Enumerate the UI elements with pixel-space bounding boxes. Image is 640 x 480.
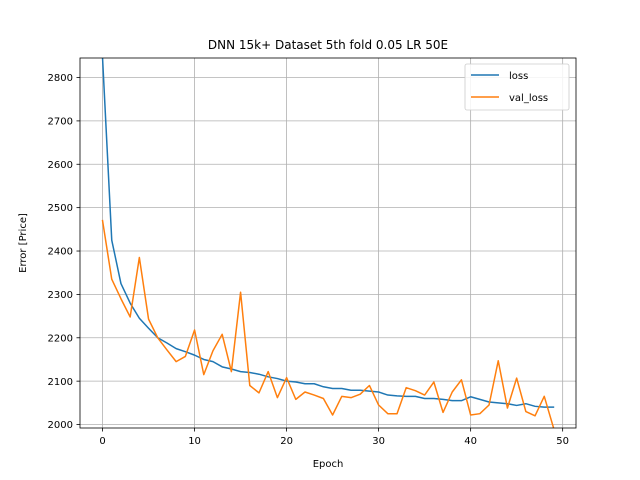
x-tick-label: 0	[99, 436, 105, 447]
x-axis-ticks: 0 10 20 30 40 50	[99, 428, 569, 447]
y-tick-label: 2100	[48, 377, 73, 388]
legend-label-val-loss: val_loss	[509, 93, 548, 104]
y-tick-label: 2700	[48, 116, 73, 127]
x-tick-label: 20	[280, 436, 293, 447]
y-tick-label: 2600	[48, 160, 73, 171]
y-axis-label: Error [Price]	[18, 213, 29, 273]
y-axis-ticks: 2000 2100 2200 2300 2400 2500 2600 2700 2800	[48, 73, 80, 431]
x-tick-label: 50	[556, 436, 569, 447]
y-tick-label: 2400	[48, 247, 73, 258]
chart-title: DNN 15k+ Dataset 5th fold 0.05 LR 50E	[208, 38, 448, 52]
series-line-loss	[101, 58, 555, 408]
y-tick-label: 2200	[48, 333, 73, 344]
y-tick-label: 2000	[48, 420, 73, 431]
x-tick-label: 30	[372, 436, 385, 447]
legend: loss val_loss	[464, 63, 570, 111]
series-line-val-loss	[101, 219, 555, 428]
x-axis-label: Epoch	[313, 459, 344, 470]
y-tick-label: 2500	[48, 203, 73, 214]
x-tick-label: 40	[464, 436, 477, 447]
x-tick-label: 10	[188, 436, 201, 447]
series-layer	[101, 58, 555, 428]
y-tick-label: 2800	[48, 73, 73, 84]
plot-frame	[79, 57, 577, 429]
grid-lines	[80, 58, 576, 428]
y-tick-label: 2300	[48, 290, 73, 301]
legend-label-loss: loss	[509, 71, 528, 82]
